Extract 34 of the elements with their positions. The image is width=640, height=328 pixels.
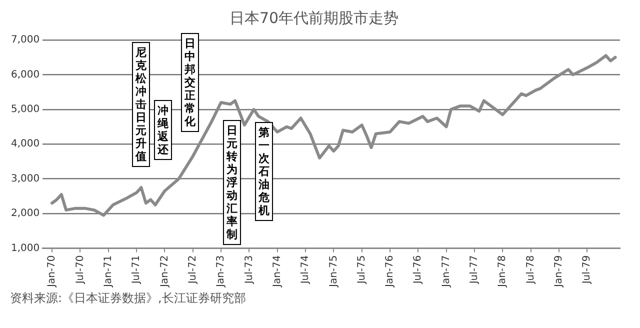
x-tick-label: Jul-73 <box>244 255 255 285</box>
text: 日元转为浮动汇率制 <box>226 124 238 241</box>
y-tick-label: 5,000 <box>10 104 40 116</box>
x-tick-label: Jul-79 <box>582 255 593 285</box>
x-tick-label: Jul-77 <box>469 255 480 285</box>
x-tick-label: Jul-74 <box>300 255 312 285</box>
x-tick-label: Jan-72 <box>159 255 170 288</box>
x-tick-label: Jul-75 <box>356 255 368 285</box>
y-tick-label: 2,000 <box>10 208 40 220</box>
x-tick-label: Jul-70 <box>74 255 86 285</box>
text: 尼克松冲击日元升值 <box>136 46 146 163</box>
y-tick-label: 6,000 <box>10 69 40 80</box>
x-tick-label: Jan-78 <box>497 255 508 288</box>
y-tick-label: 4,000 <box>10 138 40 150</box>
text: 资料来源:《日本证券数据》,长江证券研究部 <box>10 290 247 307</box>
chart-title: 日本70年代前期股市走势 <box>229 8 399 27</box>
x-tick-label: Jan-74 <box>272 255 283 288</box>
y-tick-label: 3,000 <box>10 173 40 184</box>
x-tick-label: Jan-77 <box>440 255 452 288</box>
x-tick-label: Jan-79 <box>554 255 565 288</box>
x-tick-label: Jan-70 <box>46 255 58 288</box>
x-tick-label: Jul-76 <box>412 255 424 285</box>
x-tick-label: Jan-73 <box>216 255 227 288</box>
x-tick-label: Jul-71 <box>131 255 142 285</box>
y-tick-label: 7,000 <box>10 34 40 46</box>
x-tick-label: Jan-71 <box>102 255 114 288</box>
y-tick-label: 1,000 <box>10 242 40 254</box>
x-tick-label: Jan-76 <box>384 255 396 288</box>
annotation: 第一次石油危机 <box>255 122 273 221</box>
annotation: 冲绳返还 <box>154 100 172 160</box>
x-tick-label: Jan-75 <box>328 255 340 288</box>
x-tick-label: Jul-78 <box>525 255 536 285</box>
annotation: 日中邦交正常化 <box>181 33 199 132</box>
x-tick-label: Jul-72 <box>187 255 198 285</box>
